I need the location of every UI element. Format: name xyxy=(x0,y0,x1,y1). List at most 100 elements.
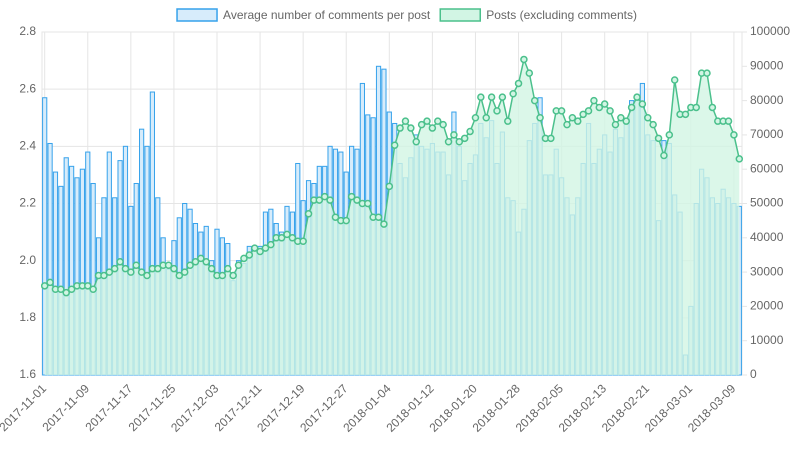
y2-tick-label: 10000 xyxy=(750,333,784,347)
point xyxy=(110,264,119,273)
point xyxy=(525,69,534,77)
point xyxy=(568,114,577,122)
point xyxy=(670,76,679,84)
point xyxy=(202,258,210,266)
point xyxy=(735,155,744,163)
y2-tick-label: 40000 xyxy=(750,230,784,244)
point xyxy=(218,271,227,280)
legend-label: Average number of comments per post xyxy=(223,8,431,22)
y-tick-label: 1.6 xyxy=(19,367,36,381)
point xyxy=(401,117,410,125)
point xyxy=(530,96,539,105)
point xyxy=(89,285,97,293)
point xyxy=(84,282,92,290)
point xyxy=(584,107,593,115)
point xyxy=(417,120,426,129)
point xyxy=(288,234,297,242)
point xyxy=(57,285,65,293)
point xyxy=(353,196,361,204)
point xyxy=(520,55,528,64)
point xyxy=(245,251,254,259)
point xyxy=(493,107,501,115)
point xyxy=(240,254,248,263)
legend-label: Posts (excluding comments) xyxy=(486,8,637,22)
y2-tick-label: 20000 xyxy=(750,299,784,313)
point xyxy=(536,114,544,122)
point xyxy=(644,114,652,122)
point xyxy=(390,141,399,149)
point xyxy=(380,220,388,228)
y2-tick-label: 90000 xyxy=(750,58,784,72)
point xyxy=(660,151,668,160)
point xyxy=(256,247,264,256)
point xyxy=(724,117,733,125)
point xyxy=(186,261,194,269)
legend-item: Posts (excluding comments) xyxy=(439,8,637,22)
point xyxy=(412,138,420,146)
point xyxy=(428,124,437,132)
point xyxy=(579,110,587,119)
point xyxy=(229,271,237,280)
point xyxy=(67,285,76,293)
point xyxy=(197,254,205,263)
y2-tick-label: 60000 xyxy=(750,161,784,175)
y2-tick-label: 30000 xyxy=(750,264,784,278)
point xyxy=(127,268,135,276)
point xyxy=(692,103,700,112)
point xyxy=(347,192,356,201)
point xyxy=(444,138,453,146)
point xyxy=(40,282,49,290)
point xyxy=(342,216,350,225)
point xyxy=(590,96,598,105)
point xyxy=(434,117,442,125)
point xyxy=(175,271,184,280)
point xyxy=(331,213,340,221)
y2-tick-label: 70000 xyxy=(750,127,784,141)
y2-tick-label: 50000 xyxy=(750,196,784,210)
point xyxy=(326,196,334,204)
point xyxy=(665,131,674,139)
legend-item: Average number of comments per post xyxy=(176,8,431,22)
point xyxy=(487,93,496,101)
point xyxy=(509,89,517,98)
point xyxy=(224,264,232,273)
point xyxy=(471,114,480,122)
point xyxy=(498,93,507,101)
point xyxy=(315,196,324,204)
point xyxy=(100,271,108,280)
point xyxy=(611,120,620,129)
point xyxy=(304,210,313,218)
point xyxy=(191,258,200,266)
point xyxy=(62,288,70,297)
point xyxy=(466,127,474,136)
point xyxy=(638,100,647,108)
point xyxy=(617,114,625,122)
point xyxy=(116,258,124,266)
point xyxy=(708,103,717,112)
legend-swatch xyxy=(439,8,481,22)
point xyxy=(455,138,464,146)
y-tick-label: 1.8 xyxy=(19,310,36,324)
point xyxy=(374,213,383,221)
point xyxy=(703,69,711,77)
point xyxy=(622,117,630,125)
y2-tick-label: 100000 xyxy=(750,24,790,38)
point xyxy=(137,268,146,276)
point xyxy=(681,110,690,119)
point xyxy=(547,134,555,143)
area xyxy=(44,59,740,375)
y2-tick-label: 0 xyxy=(750,367,757,381)
y-tick-label: 2.6 xyxy=(19,81,36,95)
point xyxy=(277,234,286,242)
point xyxy=(482,114,490,122)
point xyxy=(207,264,216,273)
point xyxy=(385,182,394,191)
point xyxy=(180,268,189,276)
point xyxy=(439,120,447,129)
point xyxy=(234,261,243,269)
point xyxy=(46,278,54,287)
point xyxy=(606,107,614,115)
point xyxy=(143,271,151,280)
y-tick-label: 2.0 xyxy=(19,253,36,267)
